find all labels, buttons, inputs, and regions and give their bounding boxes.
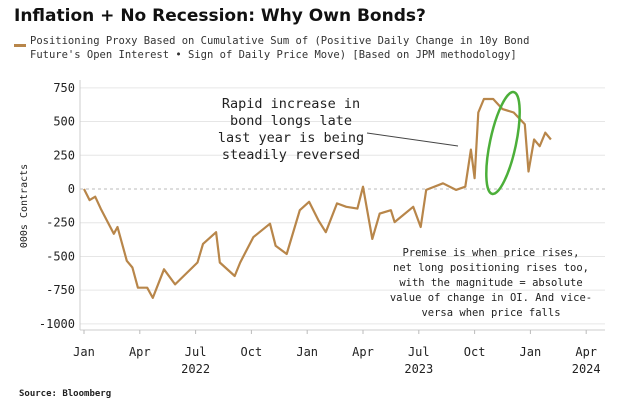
annotation-line: versa when price falls <box>421 307 560 319</box>
x-year-label: 2024 <box>572 362 601 376</box>
source-note: Source: Bloomberg <box>19 389 112 399</box>
y-tick-label: 500 <box>53 115 75 129</box>
x-tick-label: Jul <box>185 345 207 359</box>
x-tick-label: Jan <box>520 345 542 359</box>
y-axis-label: 000s Contracts <box>19 164 30 248</box>
legend-label-line2: Future's Open Interest • Sign of Daily P… <box>30 49 517 61</box>
x-tick-label: Apr <box>129 345 151 359</box>
annotation-line: last year is being <box>218 130 364 146</box>
x-tick-label: Jan <box>73 345 95 359</box>
highlight-ellipse <box>485 90 521 196</box>
annotation-premise: Premise is when price rises, net long pos… <box>390 247 592 319</box>
y-tick-label: -250 <box>46 216 75 230</box>
x-tick-label: Jan <box>296 345 318 359</box>
x-tick-label: Oct <box>241 345 263 359</box>
legend-swatch <box>14 44 26 47</box>
annotation-line: net long positioning rises too, <box>393 262 589 274</box>
annotation-line: value of change in OI. And vice- <box>390 292 592 304</box>
y-tick-label: 750 <box>53 81 75 95</box>
x-year-label: 2023 <box>404 362 433 376</box>
y-tick-label: -500 <box>46 249 75 263</box>
legend-label-line1: Positioning Proxy Based on Cumulative Su… <box>30 35 530 47</box>
y-tick-label: -1000 <box>39 317 75 331</box>
y-tick-label: 0 <box>68 182 75 196</box>
series-line-positioning-proxy <box>83 97 552 299</box>
y-tick-label: -750 <box>46 283 75 297</box>
annotation-line: Premise is when price rises, <box>402 247 579 259</box>
x-tick-label: Jul <box>408 345 430 359</box>
x-year-label: 2022 <box>181 362 210 376</box>
y-tick-label: 250 <box>53 148 75 162</box>
legend: Positioning Proxy Based on Cumulative Su… <box>14 34 529 62</box>
x-tick-label: Apr <box>575 345 597 359</box>
annotation-line: bond longs late <box>230 113 352 129</box>
annotation-pointer-line <box>366 132 459 147</box>
annotation-line: Rapid increase in <box>222 96 360 112</box>
chart-title: Inflation + No Recession: Why Own Bonds? <box>14 6 426 26</box>
x-tick-label: Oct <box>464 345 486 359</box>
annotation-line: steadily reversed <box>222 147 360 163</box>
annotation-line: with the magnitude = absolute <box>399 277 582 289</box>
x-tick-label: Apr <box>352 345 374 359</box>
